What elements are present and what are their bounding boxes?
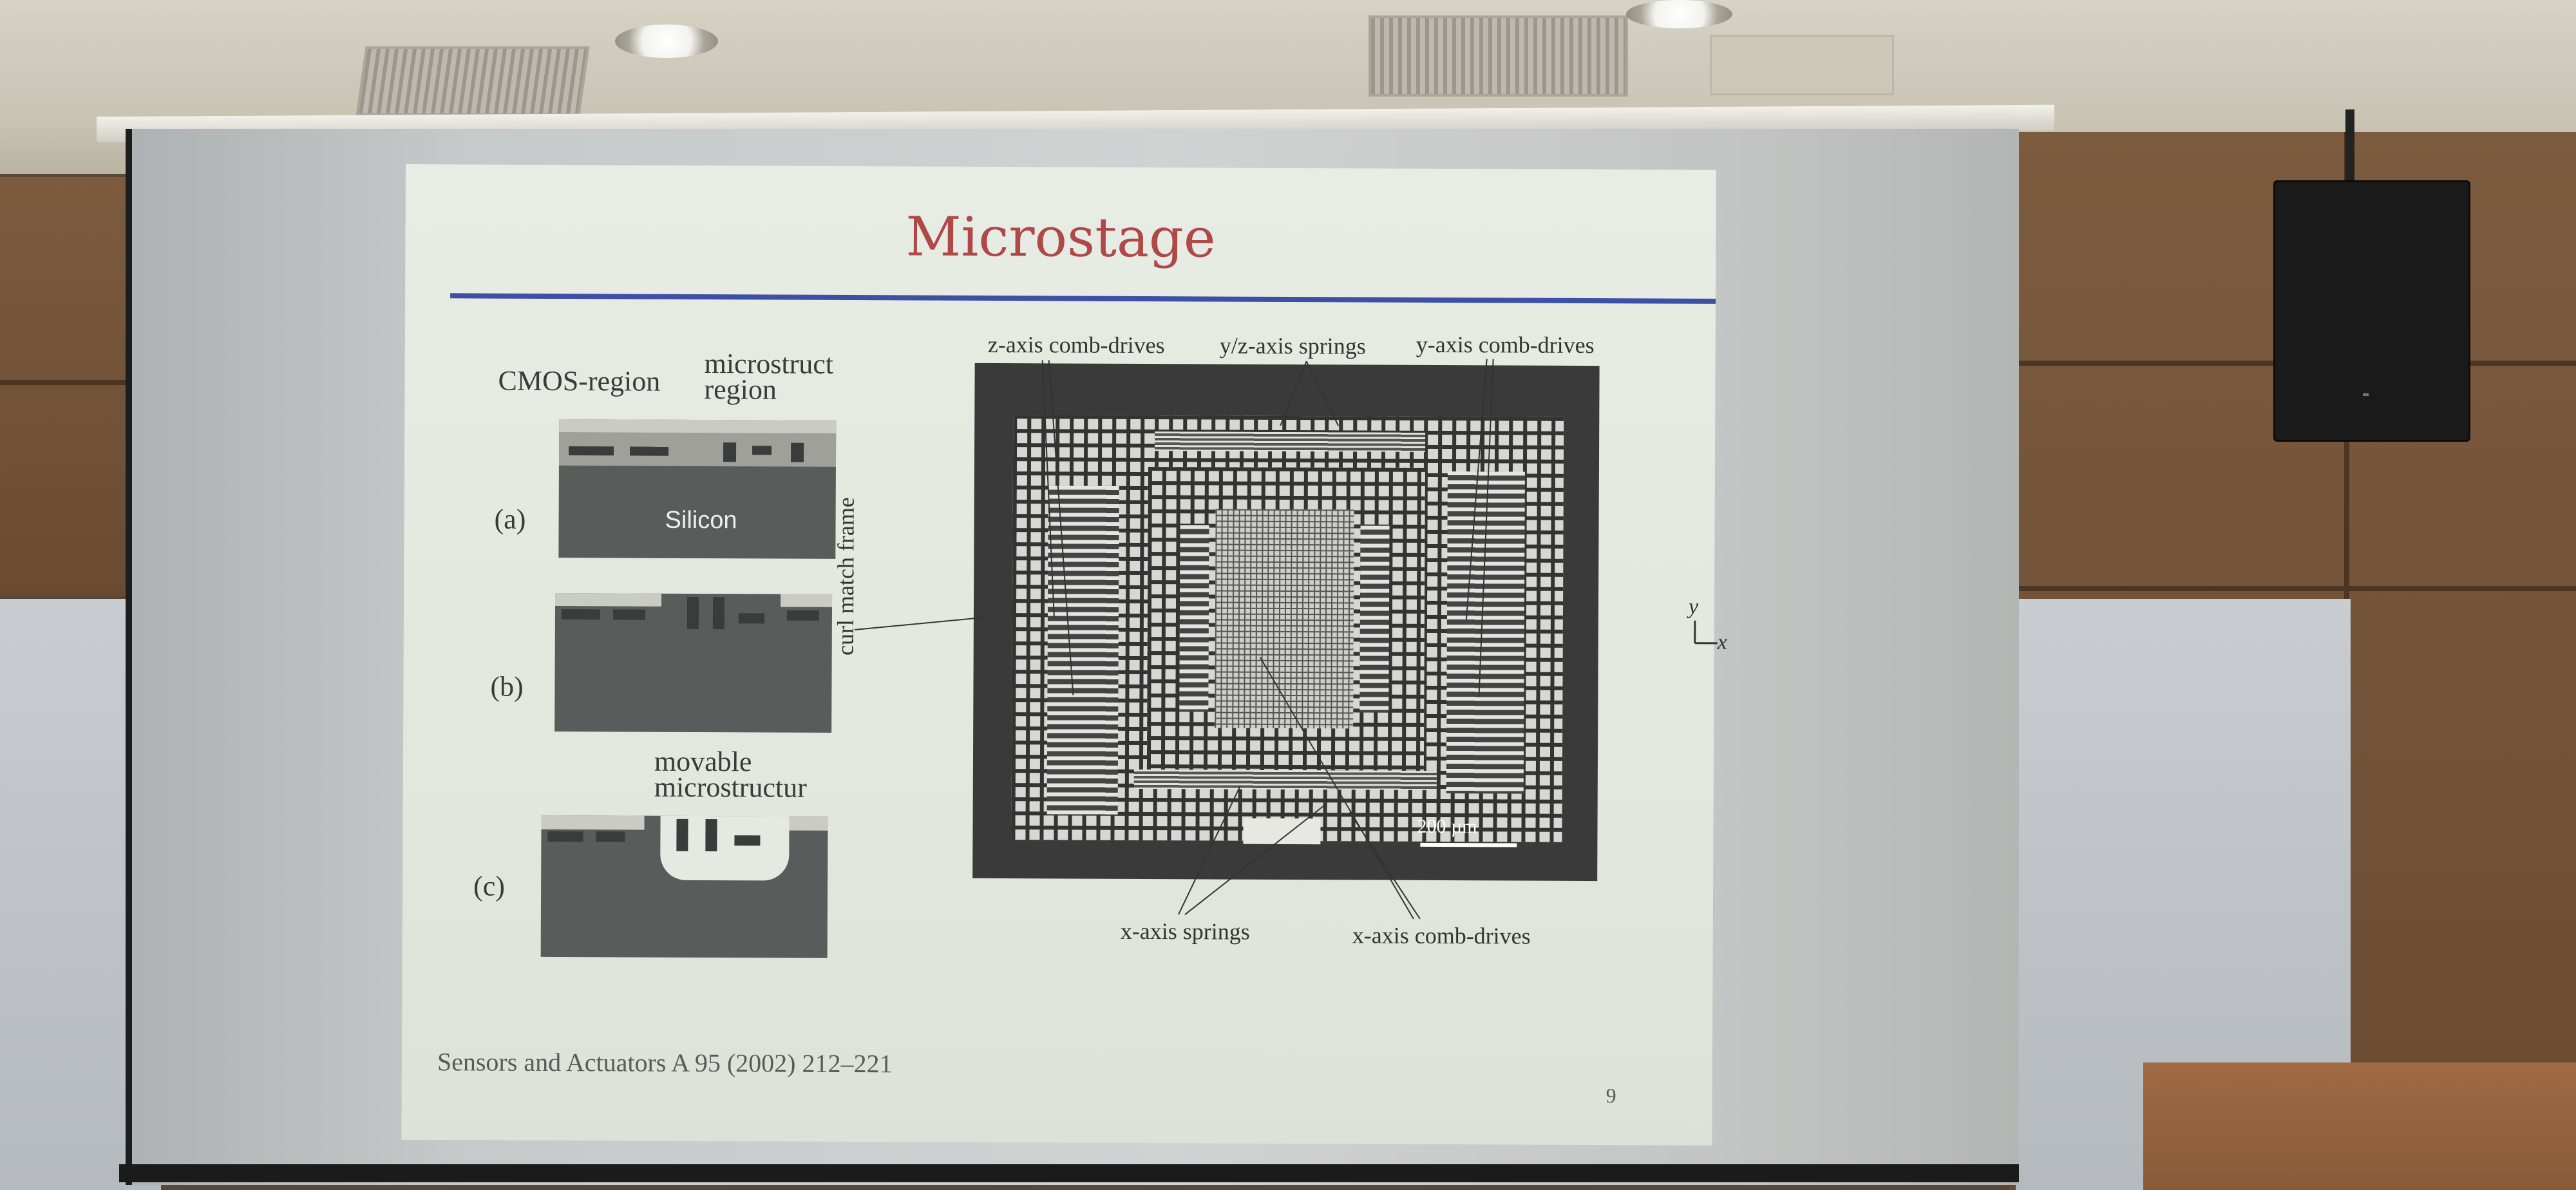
ceiling-light-left [615,24,718,58]
callout-leader-lines [854,359,1718,920]
wood-seam [0,380,187,385]
wall-speaker: ▬ [2273,180,2470,442]
wood-seam [2009,586,2576,591]
axis-y-label: y [1688,594,1699,619]
screen-bottom-bar [119,1164,2019,1182]
projected-slide: Microstage CMOS-region microstruct regio… [401,164,1727,1146]
ceiling-light-right [1626,0,1732,28]
ceiling-vent-left [355,46,590,116]
ceiling-vent-right [1368,15,1628,97]
citation: Sensors and Actuators A 95 (2002) 212–22… [437,1047,893,1079]
speaker-mount [2345,109,2354,180]
ceiling-panel [1710,35,1894,95]
page-number: 9 [1605,1084,1616,1108]
speaker-logo: ▬ [2362,390,2370,399]
lectern-desk [2143,1062,2576,1190]
axis-x-label: x [1717,630,1727,654]
